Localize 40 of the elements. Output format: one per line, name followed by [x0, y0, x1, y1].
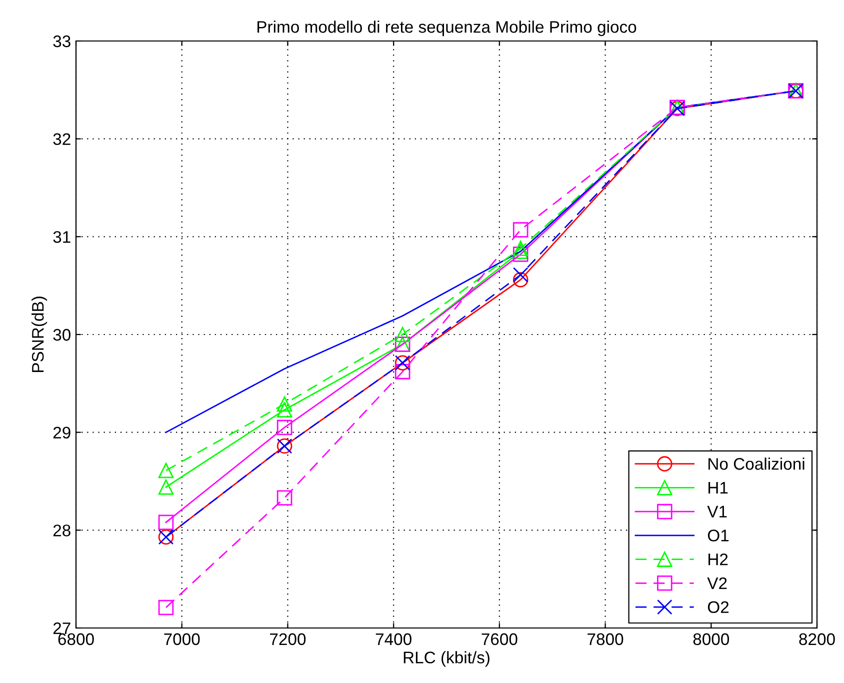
y-tick-label: 30 [53, 328, 70, 341]
point [158, 479, 174, 495]
point [512, 267, 528, 282]
point [394, 326, 410, 342]
x-tick-label: 7400 [376, 633, 412, 646]
point [512, 222, 528, 238]
y-tick-label: 29 [53, 426, 70, 439]
y-tick-label: 31 [53, 231, 70, 243]
point [512, 240, 528, 256]
point [276, 490, 292, 506]
y-tick-label: 28 [53, 524, 70, 536]
point [512, 246, 528, 262]
x-tick-label: 8000 [693, 633, 730, 646]
point [158, 462, 174, 478]
legend-label: O1 [708, 530, 729, 542]
point [276, 420, 292, 436]
point [158, 600, 174, 616]
chart-title: Primo modello di rete sequenza Mobile Primo gioco [258, 20, 636, 36]
y-axis-title: PSNR(dB) [32, 296, 48, 372]
x-tick-label: 7600 [482, 633, 518, 646]
legend-label: V2 [707, 577, 727, 590]
y-tick-label: 27 [53, 622, 70, 634]
legend-label: V1 [707, 506, 727, 518]
x-tick-label: 7200 [270, 633, 306, 646]
x-tick-label: 8200 [799, 633, 835, 646]
x-tick-label: 7800 [588, 633, 624, 646]
point [512, 272, 528, 288]
y-tick-label: 32 [53, 133, 70, 146]
legend-label: H2 [708, 553, 728, 566]
x-tick-label: 6800 [58, 633, 94, 646]
point [394, 364, 410, 380]
legend-label: O2 [708, 601, 729, 614]
x-tick-label: 7000 [164, 633, 200, 646]
point [276, 402, 292, 418]
legend-label: No Coalizioni [708, 458, 804, 470]
legend-label: H1 [708, 482, 728, 494]
y-tick-label: 33 [53, 35, 70, 48]
x-axis-title: RLC (kbit/s) [404, 651, 490, 667]
point [276, 396, 292, 412]
point [158, 514, 174, 530]
